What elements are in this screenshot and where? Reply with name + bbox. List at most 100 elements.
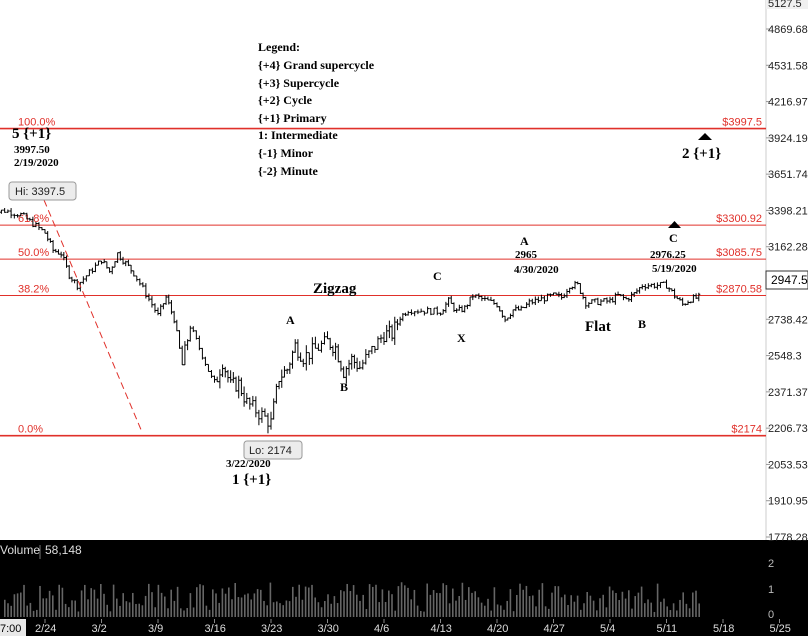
wave2-label: 2 {+1} xyxy=(682,146,721,162)
volume-bar xyxy=(173,600,176,617)
candle xyxy=(539,294,543,302)
volume-bar xyxy=(621,591,624,617)
volume-bar xyxy=(557,586,560,617)
price-axis-ticks: 4869.68 4531.58 4216.97 3924.19 3651.74 3398.… xyxy=(766,24,808,544)
volume-bar xyxy=(394,610,396,617)
volume-tick: 0 xyxy=(768,609,774,621)
wave-c2-price: 2976.25 xyxy=(650,249,686,261)
volume-bar xyxy=(672,603,675,617)
volume-bar xyxy=(445,585,448,617)
candle xyxy=(31,216,35,228)
date-tick-label: 4/13 xyxy=(431,623,452,635)
date-tick-label: 4/20 xyxy=(487,623,508,635)
volume-bar xyxy=(212,589,214,617)
volume-bar xyxy=(500,605,502,617)
candle xyxy=(203,356,207,367)
wave5-label: 5 {+1} xyxy=(12,126,51,142)
volume-bar xyxy=(669,610,672,617)
volume-bar xyxy=(554,586,556,617)
candle xyxy=(197,335,201,351)
volume-bar xyxy=(317,602,320,617)
volume-bar xyxy=(596,610,598,617)
legend-item: {-2} Minute xyxy=(258,164,318,178)
volume-bar xyxy=(55,609,57,617)
date-tick-label: 5/25 xyxy=(770,623,791,635)
volume-bar xyxy=(314,597,316,617)
volume-bar xyxy=(119,605,121,617)
candle xyxy=(84,275,88,282)
wave-a2-price: 2965 xyxy=(515,249,538,261)
volume-bar xyxy=(39,585,41,617)
fib-price-label: $2870.58 xyxy=(716,284,762,296)
fib-price-label: $3997.5 xyxy=(722,117,762,129)
volume-bar xyxy=(77,611,80,617)
volume-tick: 1 xyxy=(768,584,774,596)
volume-bar xyxy=(637,592,640,617)
zigzag-label: Zigzag xyxy=(313,281,357,297)
candle xyxy=(527,298,531,307)
last-price-tag: 2947.5 xyxy=(765,270,808,290)
candle xyxy=(426,306,430,314)
volume-bar xyxy=(240,597,243,617)
volume-bar xyxy=(692,592,694,617)
volume-bar xyxy=(516,594,518,617)
candle xyxy=(477,293,481,300)
volume-bar xyxy=(682,592,684,617)
volume-bar xyxy=(138,603,140,617)
volume-bar xyxy=(330,603,332,617)
volume-bar xyxy=(458,596,460,617)
lo-callout[interactable]: Lo: 2174 xyxy=(243,440,303,460)
volume-bar xyxy=(160,592,163,617)
wave-x-label: X xyxy=(457,331,466,345)
volume-bar xyxy=(288,601,291,617)
candle xyxy=(9,208,13,219)
candle xyxy=(533,296,537,306)
candle xyxy=(135,275,139,282)
volume-bar xyxy=(244,594,246,617)
candle xyxy=(489,296,493,301)
volume-bar xyxy=(663,598,665,617)
price-tick-label: 3651.74 xyxy=(768,169,808,181)
volume-bar xyxy=(308,587,310,617)
candle xyxy=(0,209,3,214)
candle xyxy=(545,293,549,302)
candle xyxy=(593,298,597,303)
volume-bar xyxy=(612,590,614,617)
volume-bar xyxy=(282,605,284,617)
candle xyxy=(90,267,94,274)
lo-callout-text: Lo: 2174 xyxy=(249,445,292,457)
volume-bar xyxy=(541,583,544,617)
volume-bar xyxy=(224,593,227,617)
volume-bar xyxy=(87,599,89,617)
volume-bar xyxy=(410,599,412,617)
volume-bar xyxy=(148,583,150,617)
candle xyxy=(251,395,255,407)
volume-bar xyxy=(80,590,83,617)
candle xyxy=(87,269,91,277)
hi-callout[interactable]: Hi: 3397.5 xyxy=(8,181,77,201)
volume-bar xyxy=(295,596,297,617)
fib-percent-label: 61.8% xyxy=(18,213,49,225)
wave1-date: 3/22/2020 xyxy=(226,458,271,470)
volume-bar xyxy=(560,597,563,617)
volume-bar xyxy=(381,589,384,617)
price-axis[interactable] xyxy=(766,0,808,540)
candle xyxy=(150,296,154,308)
volume-bar xyxy=(660,601,662,617)
wave5-date: 2/19/2020 xyxy=(14,157,59,169)
volume-bar xyxy=(490,610,492,617)
candle xyxy=(640,284,644,290)
date-axis-ticks: 2/24 3/2 3/9 3/16 3/23 3/30 4/6 4/13 4/20 4/27 5/4… xyxy=(35,619,791,635)
candle xyxy=(144,283,148,299)
legend-item: {+4} Grand supercycle xyxy=(258,58,375,72)
volume-bar xyxy=(564,594,566,617)
volume-bar xyxy=(372,586,374,617)
volume-bar xyxy=(151,592,153,617)
volume-bar xyxy=(468,587,470,617)
candle xyxy=(200,347,204,360)
date-axis[interactable] xyxy=(0,619,808,636)
volume-bar xyxy=(103,593,105,617)
volume-bar xyxy=(26,605,28,617)
volume-bar xyxy=(640,586,643,617)
